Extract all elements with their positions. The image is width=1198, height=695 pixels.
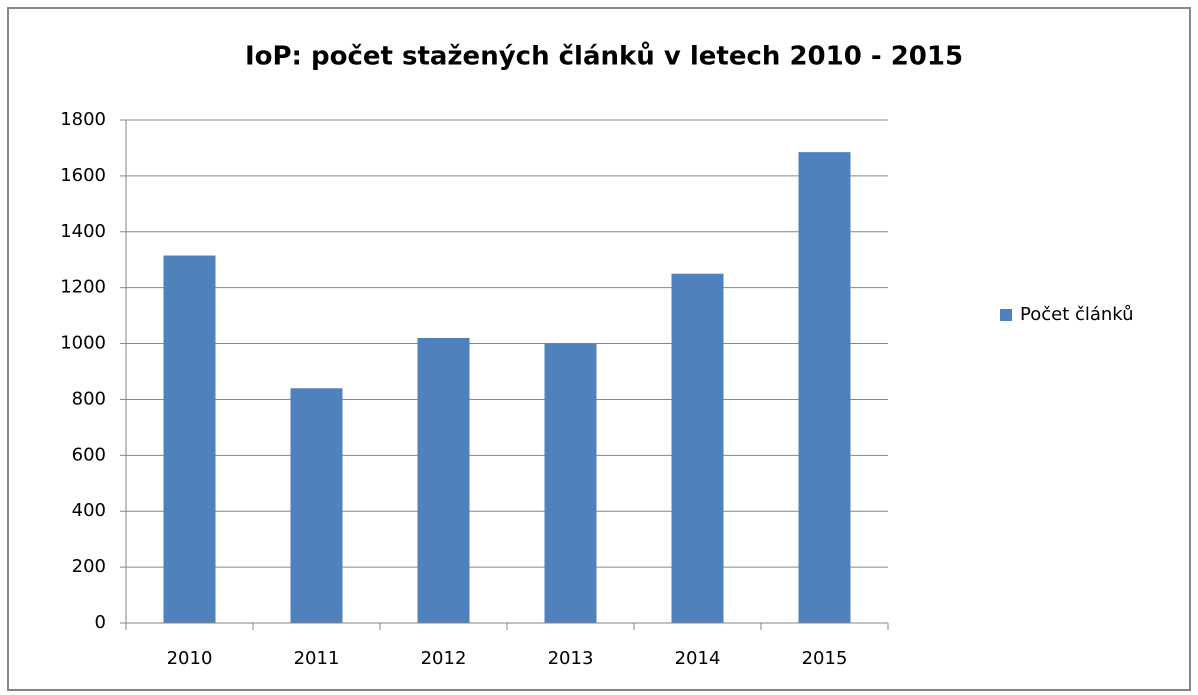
bar: [671, 273, 724, 623]
y-tick-label: 600: [72, 444, 106, 465]
legend-swatch: [1000, 309, 1012, 321]
x-tick-label: 2013: [548, 648, 594, 669]
bar: [163, 255, 216, 623]
chart-title: IoP: počet stažených článků v letech 201…: [245, 41, 963, 72]
y-tick-label: 800: [72, 388, 106, 409]
y-tick-label: 1200: [60, 277, 106, 298]
y-tick-label: 1000: [60, 333, 106, 354]
x-tick-label: 2014: [675, 648, 721, 669]
legend-label: Počet článků: [1020, 304, 1134, 325]
x-tick-label: 2015: [802, 648, 848, 669]
y-tick-label: 1400: [60, 221, 106, 242]
bar: [798, 152, 851, 623]
y-tick-label: 1600: [60, 165, 106, 186]
x-tick-label: 2012: [421, 648, 467, 669]
bar: [544, 343, 597, 623]
y-tick-label: 200: [72, 556, 106, 577]
x-tick-label: 2010: [167, 648, 213, 669]
y-tick-label: 0: [95, 612, 106, 633]
x-tick-label: 2011: [294, 648, 340, 669]
bar: [417, 337, 470, 623]
y-tick-label: 1800: [60, 109, 106, 130]
bar: [290, 388, 343, 623]
y-tick-label: 400: [72, 500, 106, 521]
